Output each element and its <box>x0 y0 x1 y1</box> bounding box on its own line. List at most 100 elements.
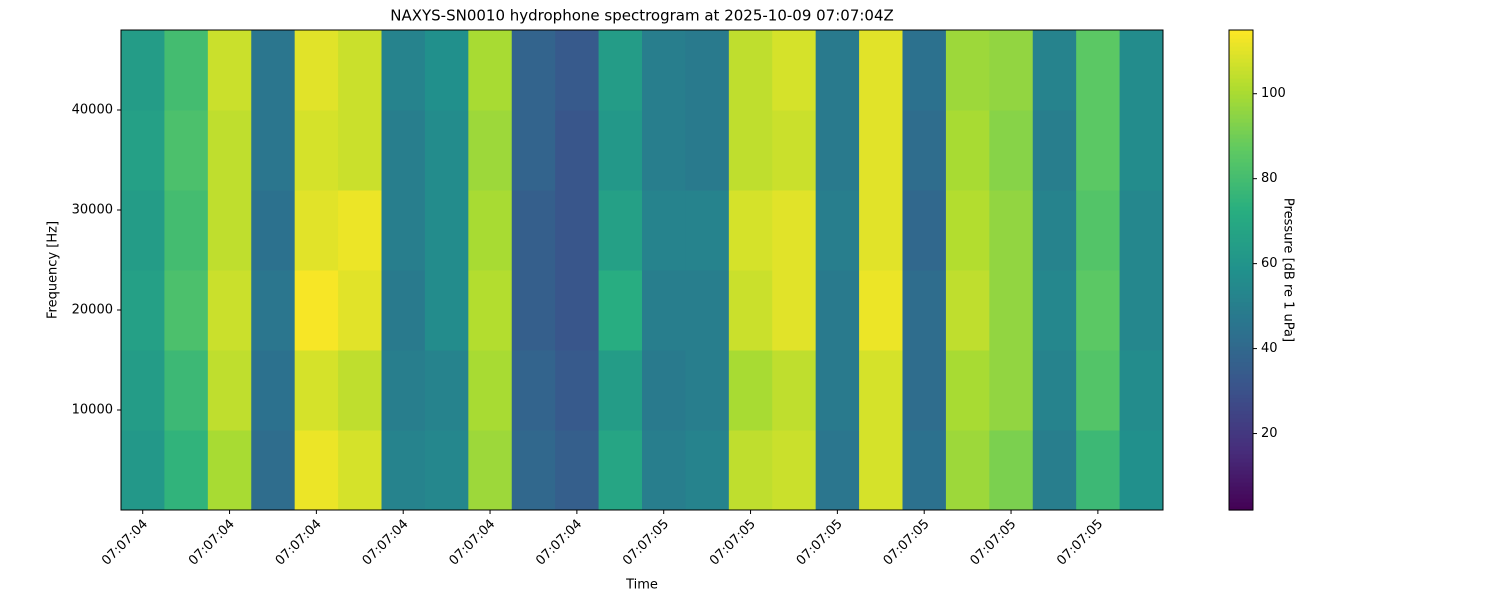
colorbar-segment <box>1229 398 1253 403</box>
colorbar-segment <box>1229 326 1253 331</box>
y-tick-label: 40000 <box>72 103 113 118</box>
colorbar-tick-label: 100 <box>1261 86 1286 101</box>
heatmap-cell <box>859 270 903 351</box>
heatmap-cell <box>294 350 339 431</box>
colorbar-segment <box>1229 330 1253 335</box>
colorbar-segment <box>1229 246 1253 251</box>
colorbar-segment <box>1229 94 1253 99</box>
colorbar-segment <box>1229 134 1253 139</box>
colorbar-segment <box>1229 358 1253 363</box>
heatmap-cell <box>989 190 1034 271</box>
heatmap-cell <box>164 270 209 351</box>
heatmap-cell <box>1076 190 1121 271</box>
colorbar-segment <box>1229 146 1253 151</box>
heatmap-cell <box>381 270 426 351</box>
y-axis-label: Frequency [Hz] <box>46 221 61 319</box>
colorbar-segment <box>1229 334 1253 339</box>
colorbar-segment <box>1229 162 1253 167</box>
y-tick-label: 30000 <box>72 203 113 218</box>
heatmap-cell <box>642 270 686 351</box>
colorbar-segment <box>1229 154 1253 159</box>
colorbar-segment <box>1229 450 1253 455</box>
colorbar-segment <box>1229 282 1253 287</box>
colorbar-segment <box>1229 226 1253 231</box>
colorbar-segment <box>1229 54 1253 59</box>
x-tick-label: 07:07:04 <box>99 517 151 569</box>
colorbar-segment <box>1229 142 1253 147</box>
colorbar-segment <box>1229 130 1253 135</box>
colorbar-segment <box>1229 430 1253 435</box>
colorbar-segment <box>1229 382 1253 387</box>
x-tick-label: 07:07:05 <box>967 517 1019 569</box>
heatmap-cell <box>424 30 469 111</box>
heatmap-cell <box>207 350 252 431</box>
colorbar-segment <box>1229 442 1253 447</box>
heatmap-cell <box>815 350 860 431</box>
heatmap-cell <box>381 30 426 111</box>
heatmap-cell <box>555 190 600 271</box>
colorbar-segment <box>1229 234 1253 239</box>
heatmap-cell <box>294 190 339 271</box>
heatmap-cell <box>164 30 209 111</box>
x-tick-label: 07:07:04 <box>446 517 498 569</box>
heatmap-cell <box>859 190 903 271</box>
x-tick-label: 07:07:04 <box>186 517 238 569</box>
colorbar-segment <box>1229 378 1253 383</box>
colorbar-segment <box>1229 370 1253 375</box>
colorbar-segment <box>1229 306 1253 311</box>
heatmap-cell <box>468 430 513 511</box>
heatmap-cell <box>815 430 860 511</box>
colorbar-segment <box>1229 290 1253 295</box>
heatmap-cell <box>424 430 469 511</box>
heatmap-cell <box>121 30 165 111</box>
heatmap-cell <box>728 190 773 271</box>
colorbar-segment <box>1229 46 1253 51</box>
colorbar-segment <box>1229 490 1253 495</box>
colorbar-segment <box>1229 302 1253 307</box>
colorbar-segment <box>1229 206 1253 211</box>
colorbar-segment <box>1229 218 1253 223</box>
colorbar-segment <box>1229 478 1253 483</box>
heatmap-cell <box>381 430 426 511</box>
colorbar-segment <box>1229 414 1253 419</box>
colorbar-segment <box>1229 362 1253 367</box>
colorbar-tick-label: 80 <box>1261 171 1278 186</box>
heatmap-cell <box>381 190 426 271</box>
colorbar-segment <box>1229 402 1253 407</box>
colorbar-segment <box>1229 202 1253 207</box>
heatmap-cell <box>815 270 860 351</box>
colorbar-segment <box>1229 210 1253 215</box>
heatmap-cell <box>642 190 686 271</box>
heatmap-cell <box>1119 350 1164 431</box>
colorbar-segment <box>1229 126 1253 131</box>
heatmap-cell <box>468 110 513 191</box>
heatmap-cell <box>642 30 686 111</box>
colorbar-segment <box>1229 30 1253 35</box>
heatmap-cell <box>945 350 990 431</box>
heatmap-cell <box>424 110 469 191</box>
heatmap-cell <box>338 190 382 271</box>
heatmap-cell <box>555 110 600 191</box>
colorbar-segment <box>1229 78 1253 83</box>
heatmap-cell <box>685 270 730 351</box>
colorbar-tick-label: 40 <box>1261 341 1278 356</box>
colorbar-tick-label: 60 <box>1261 256 1278 271</box>
y-tick-label: 10000 <box>72 403 113 418</box>
heatmap-cell <box>338 350 382 431</box>
heatmap-cell <box>598 190 643 271</box>
heatmap-cell <box>859 350 903 431</box>
x-tick-label: 07:07:04 <box>533 517 585 569</box>
heatmap-cell <box>989 350 1034 431</box>
colorbar-segment <box>1229 342 1253 347</box>
heatmap-cell <box>815 110 860 191</box>
colorbar-segment <box>1229 86 1253 91</box>
heatmap-cell <box>728 350 773 431</box>
heatmap-cell <box>859 430 903 511</box>
heatmap-cell <box>294 430 339 511</box>
colorbar-segment <box>1229 198 1253 203</box>
colorbar-segment <box>1229 214 1253 219</box>
heatmap-cell <box>685 430 730 511</box>
heatmap-cell <box>338 110 382 191</box>
colorbar-segment <box>1229 438 1253 443</box>
heatmap-cell <box>945 270 990 351</box>
